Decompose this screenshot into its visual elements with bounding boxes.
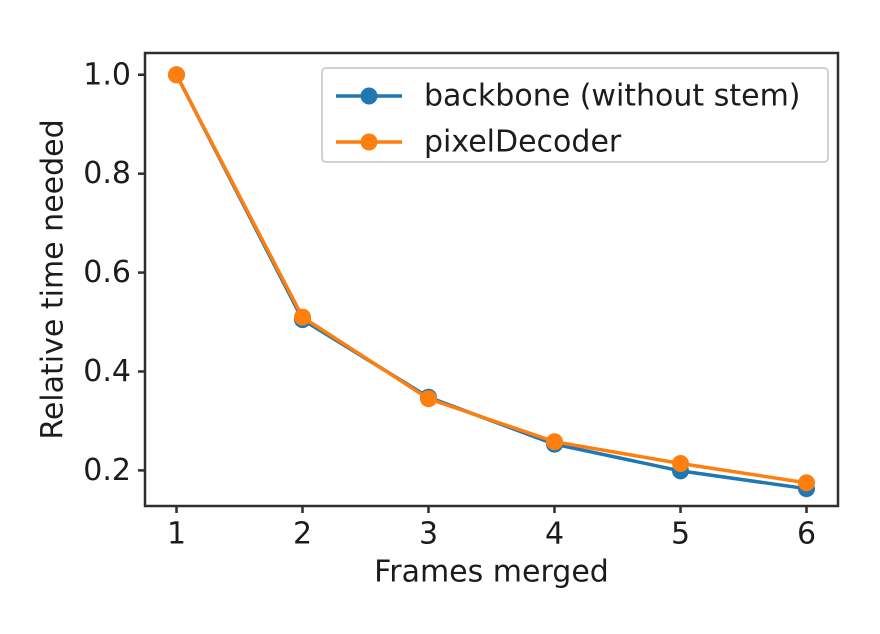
x-tick-label: 5	[671, 517, 690, 552]
y-tick-label: 0.6	[83, 255, 131, 290]
x-tick-label: 2	[293, 517, 312, 552]
legend-label: backbone (without stem)	[424, 79, 801, 114]
legend-marker	[360, 133, 378, 151]
y-tick-label: 1.0	[83, 57, 131, 92]
x-axis-label: Frames merged	[374, 555, 609, 590]
data-point-marker	[798, 474, 815, 492]
legend-label: pixelDecoder	[424, 125, 622, 160]
data-point-marker	[294, 308, 311, 326]
x-tick-label: 3	[419, 517, 438, 552]
data-point-marker	[420, 390, 437, 408]
legend-marker	[360, 87, 378, 105]
data-point-marker	[168, 66, 185, 84]
x-tick-label: 4	[545, 517, 564, 552]
y-axis-label: Relative time needed	[36, 119, 71, 439]
plot-border	[143, 51, 840, 508]
data-point-marker	[546, 433, 563, 451]
y-tick-label: 0.4	[83, 354, 131, 389]
data-point-marker	[672, 455, 689, 472]
y-tick-label: 0.2	[83, 453, 131, 488]
series-line-pixeldecoder	[174, 73, 809, 485]
y-tick-label: 0.8	[83, 156, 131, 191]
x-tick-label: 6	[797, 517, 816, 552]
x-tick-label: 1	[167, 517, 186, 552]
legend-box	[321, 67, 829, 163]
